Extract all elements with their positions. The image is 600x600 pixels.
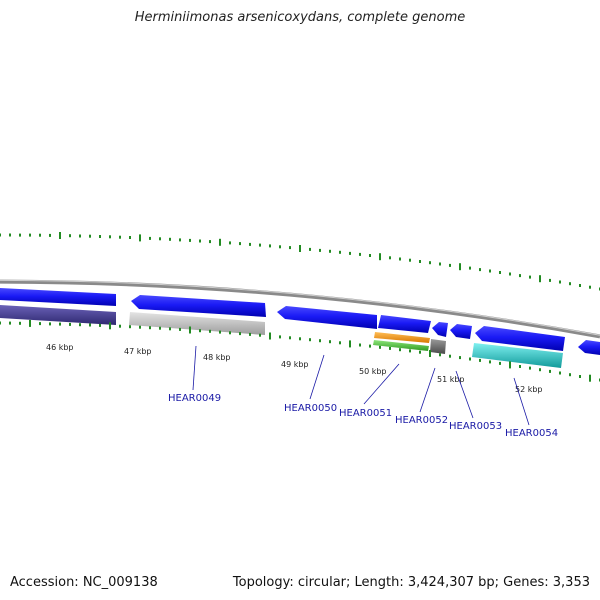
leader-line bbox=[513, 377, 530, 426]
cds-feature bbox=[0, 288, 116, 306]
cds-feature bbox=[578, 340, 600, 355]
gene-feature-cyan bbox=[472, 343, 563, 368]
cds-feature-hear0054[interactable] bbox=[475, 326, 565, 351]
forward-strand bbox=[0, 288, 600, 355]
leader-line bbox=[363, 363, 400, 405]
tick-label-50kbp: 50 kbp bbox=[359, 367, 387, 376]
map-title: Herminiimonas arsenicoxydans, complete g… bbox=[134, 10, 466, 25]
inner-tick-ring bbox=[0, 319, 600, 382]
tick-label-46kbp: 46 kbp bbox=[46, 343, 74, 352]
tick-labels: 46 kbp 47 kbp 48 kbp 49 kbp 50 kbp 51 kb… bbox=[46, 343, 543, 394]
cds-feature-hear0053[interactable] bbox=[450, 324, 472, 339]
outer-tick-ring bbox=[0, 232, 600, 291]
leader-line bbox=[419, 367, 436, 413]
gene-labels: HEAR0049 HEAR0050 HEAR0051 HEAR0052 HEAR… bbox=[168, 393, 558, 439]
gene-label-hear0050[interactable]: HEAR0050 bbox=[284, 403, 337, 414]
gene-feature-dark bbox=[430, 339, 446, 354]
gene-feature bbox=[0, 305, 116, 325]
cds-feature-hear0049[interactable] bbox=[131, 295, 266, 317]
tick-label-51kbp: 51 kbp bbox=[437, 375, 465, 384]
gene-label-hear0054[interactable]: HEAR0054 bbox=[505, 428, 558, 439]
gene-label-leaders bbox=[192, 345, 530, 426]
gene-label-hear0051[interactable]: HEAR0051 bbox=[339, 408, 392, 419]
reverse-strand bbox=[0, 305, 563, 368]
cds-feature-hear0050[interactable] bbox=[277, 306, 377, 329]
gene-feature-gray bbox=[129, 312, 265, 335]
genome-summary-text: Topology: circular; Length: 3,424,307 bp… bbox=[232, 575, 590, 590]
gene-label-hear0052[interactable]: HEAR0052 bbox=[395, 415, 448, 426]
cds-feature-hear0051[interactable] bbox=[378, 315, 431, 333]
leader-line bbox=[192, 345, 197, 391]
cds-feature-hear0052[interactable] bbox=[432, 322, 448, 337]
leader-line bbox=[309, 354, 325, 400]
tick-label-49kbp: 49 kbp bbox=[281, 360, 309, 369]
gene-feature-green bbox=[373, 340, 429, 351]
genome-backbone bbox=[0, 279, 600, 339]
accession-text: Accession: NC_009138 bbox=[10, 575, 158, 590]
leader-line bbox=[455, 370, 474, 419]
tick-label-47kbp: 47 kbp bbox=[124, 347, 152, 356]
gene-label-hear0049[interactable]: HEAR0049 bbox=[168, 393, 221, 404]
gene-label-hear0053[interactable]: HEAR0053 bbox=[449, 421, 502, 432]
gene-feature-orange bbox=[374, 332, 430, 343]
tick-label-48kbp: 48 kbp bbox=[203, 353, 231, 362]
genome-backbone-highlight bbox=[0, 279, 600, 336]
tick-label-52kbp: 52 kbp bbox=[515, 385, 543, 394]
